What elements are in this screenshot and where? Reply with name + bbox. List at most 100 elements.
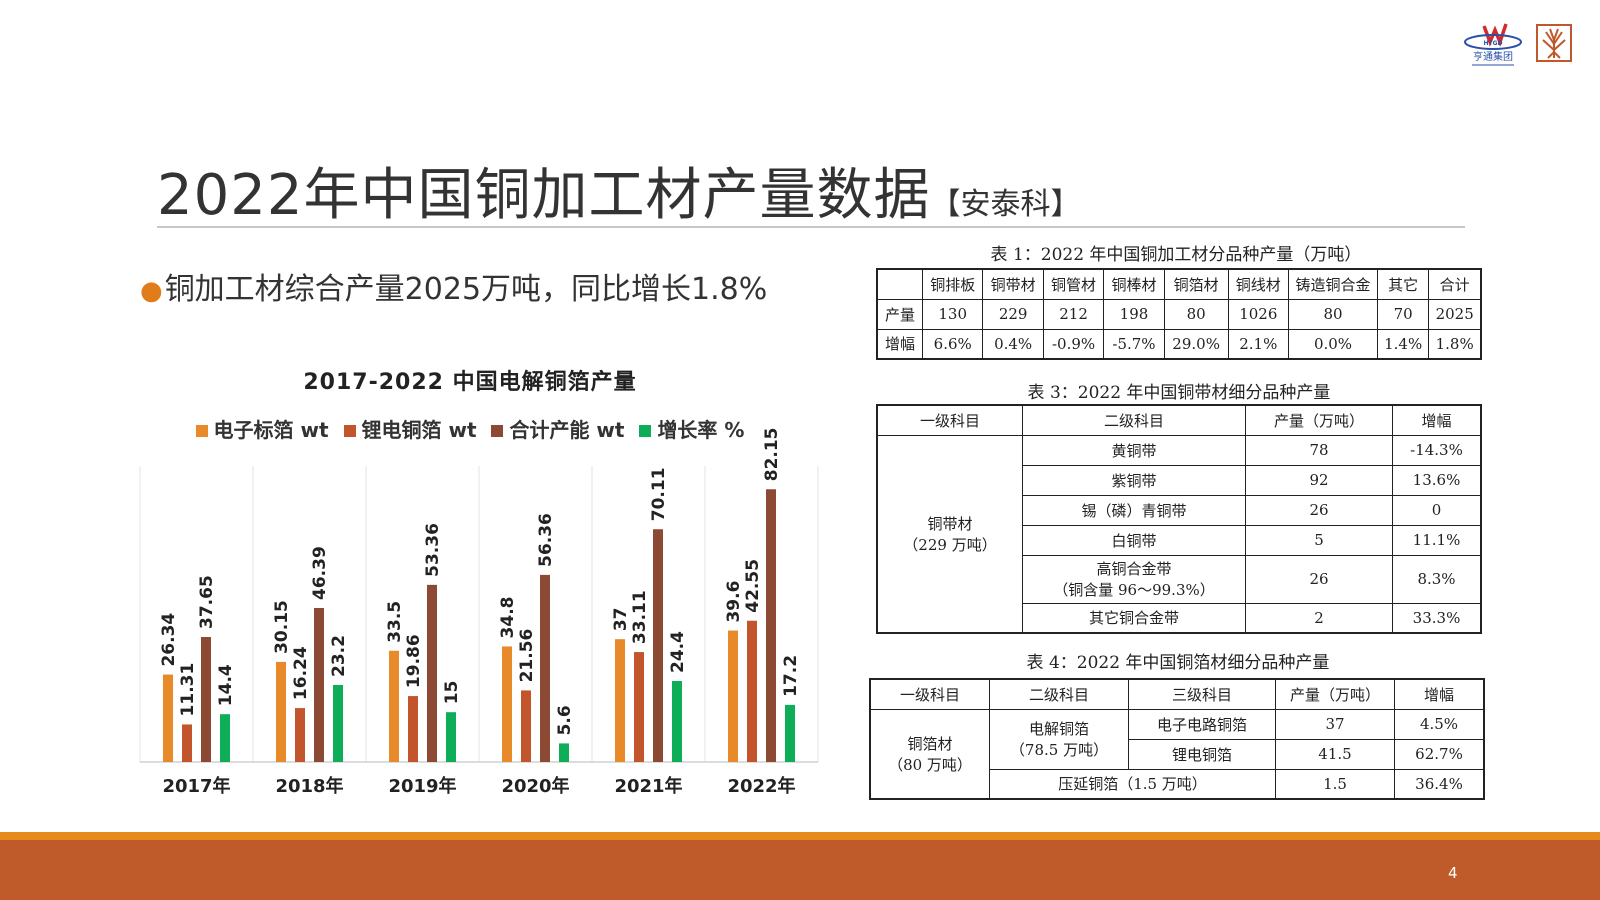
table1-cell: 212 (1042, 298, 1105, 330)
table1-cell: 1.4% (1376, 328, 1430, 360)
table1-cell: 198 (1103, 298, 1165, 330)
table-row: 白铜带 5 11.1% (877, 524, 1482, 556)
table3-header-cell: 一级科目 (876, 404, 1023, 436)
table3-group-sublabel: （229 万吨） (903, 535, 997, 554)
table4-sub-label: 电解铜箔 (1028, 720, 1089, 738)
bar-value-label: 26.34 (159, 613, 179, 667)
table3-cell: -14.3% (1392, 434, 1482, 466)
bar-value-label: 14.4 (216, 664, 236, 706)
summary-bullet-text: 铜加工材综合产量2025万吨，同比增长1.8% (164, 272, 768, 307)
bar (220, 714, 230, 762)
table3-header-cell: 二级科目 (1022, 404, 1246, 436)
chart-title: 2017-2022 中国电解铜箔产量 (303, 370, 637, 395)
table1-cell: 29.0% (1163, 328, 1229, 360)
table1-cell: 2025 (1428, 298, 1482, 330)
bar (672, 680, 682, 762)
legend-item-electronic-foil: 电子标箔 wt (195, 418, 329, 442)
table3-group-cell: 铜带材 （229 万吨） (876, 434, 1023, 634)
table-row: 锡（磷）青铜带 26 0 (877, 494, 1482, 526)
bar (559, 743, 569, 762)
table3-cell: 锡（磷）青铜带 (1022, 494, 1246, 526)
bar-value-label: 42.55 (743, 559, 763, 613)
logo-brand-text: HTGD (1483, 40, 1502, 47)
bar-value-label: 24.4 (668, 631, 688, 673)
table-row: 铜箔材 （80 万吨） 电解铜箔 （78.5 万吨） 电子电路铜箔 37 4.5% (869, 708, 1485, 800)
logo-group-text: 亨通集团 (1473, 50, 1513, 63)
table1-header-cell: 铜管材 (1042, 268, 1105, 300)
table1-header-cell: 铜棒材 (1103, 268, 1165, 300)
bar-value-label: 46.39 (310, 546, 330, 600)
table-row: 压延铜箔（1.5 万吨） 1.5 36.4% (870, 768, 1485, 800)
table3-header-cell: 产量（万吨） (1245, 404, 1393, 436)
title-divider (157, 226, 1465, 228)
bar-value-label: 19.86 (404, 634, 424, 688)
bar (201, 637, 211, 762)
table4-group-cell: 铜箔材 （80 万吨） (869, 708, 990, 800)
summary-bullet: ●铜加工材综合产量2025万吨，同比增长1.8% (140, 264, 767, 308)
bar-value-label: 37 (611, 607, 631, 631)
legend-item-lithium-foil: 锂电铜箔 wt (343, 418, 477, 442)
table3-cell: 0 (1392, 494, 1482, 526)
bar-value-label: 15 (442, 681, 462, 705)
table4-header-cell: 二级科目 (989, 678, 1129, 710)
bar (295, 708, 305, 762)
table4-sub-sublabel: （78.5 万吨） (1009, 741, 1109, 759)
table1-cell: 6.6% (921, 328, 984, 360)
table1-cell: -5.7% (1103, 328, 1165, 360)
x-tick-label: 2019年 (388, 775, 456, 797)
table1-copper-products: 铜排板 铜带材 铜管材 铜棒材 铜箔材 铜线材 铸造铜合金 其它 合计 产量 1… (876, 268, 1482, 360)
table3-cell: 紫铜带 (1022, 464, 1246, 496)
table-row: 增幅 6.6% 0.4% -0.9% -5.7% 29.0% 2.1% 0.0%… (876, 328, 1482, 360)
table3-cell: 26 (1245, 494, 1393, 526)
table3-cell: 白铜带 (1022, 524, 1246, 556)
bar (314, 607, 324, 762)
table4-header-cell: 一级科目 (869, 678, 990, 710)
table1-cell: 0.4% (982, 328, 1044, 360)
bar-value-label: 56.36 (536, 513, 556, 567)
table1-cell: -0.9% (1042, 328, 1105, 360)
table3-cell: 26 (1245, 554, 1393, 604)
table1-cell: 70 (1376, 298, 1430, 330)
bar-value-label: 23.2 (329, 635, 349, 677)
bar-value-label: 5.6 (555, 705, 575, 735)
table-row: 其它铜合金带 2 33.3% (877, 602, 1482, 634)
slide-title-source: 【安泰科】 (930, 187, 1081, 222)
legend-swatch (639, 425, 652, 437)
x-tick-label: 2018年 (275, 775, 343, 797)
bar (728, 630, 738, 762)
bar-value-label: 34.8 (498, 597, 518, 639)
bar (615, 639, 625, 762)
footer-band (0, 840, 1600, 900)
bar-value-label: 53.36 (423, 523, 443, 577)
table3-header-cell: 增幅 (1392, 404, 1482, 436)
bar (446, 712, 456, 762)
bar (653, 529, 663, 762)
table3-cell: 黄铜带 (1022, 434, 1246, 466)
table4-sub-cell: 电解铜箔 （78.5 万吨） (989, 708, 1129, 770)
tree-emblem-logo (1536, 24, 1572, 62)
x-tick-label: 2020年 (501, 775, 569, 797)
table3-header-row: 一级科目 二级科目 产量（万吨） 增幅 (876, 404, 1482, 436)
table4-group-label: 铜箔材 (907, 734, 953, 753)
table4-header-cell: 三级科目 (1128, 678, 1276, 710)
table3-cell: 92 (1245, 464, 1393, 496)
table1-header-cell (876, 268, 923, 300)
bar (163, 674, 173, 762)
slide-title: 2022年中国铜加工材产量数据【安泰科】 (157, 150, 1081, 231)
bar (408, 696, 418, 762)
table1-header-cell: 铜排板 (921, 268, 984, 300)
table4-copper-foil: 一级科目 二级科目 三级科目 产量（万吨） 增幅 铜箔材 （80 万吨） 电解铜箔… (869, 678, 1485, 800)
table4-cell: 1.5 (1275, 768, 1395, 800)
table4-cell: 62.7% (1394, 738, 1485, 770)
bar-value-label: 11.31 (178, 663, 198, 717)
bar-value-label: 16.24 (291, 646, 311, 700)
bar (785, 704, 795, 762)
table4-cell: 37 (1275, 708, 1395, 740)
legend-item-total-capacity: 合计产能 wt (491, 418, 624, 442)
bar (747, 620, 757, 762)
table3-cell: 其它铜合金带 (1022, 602, 1246, 634)
table4-caption: 表 4：2022 年中国铜箔材细分品种产量 (1026, 653, 1330, 673)
table-row: 产量 130 229 212 198 80 1026 80 70 2025 (876, 298, 1482, 330)
x-tick-label: 2017年 (162, 775, 230, 797)
table1-cell: 1.8% (1428, 328, 1482, 360)
